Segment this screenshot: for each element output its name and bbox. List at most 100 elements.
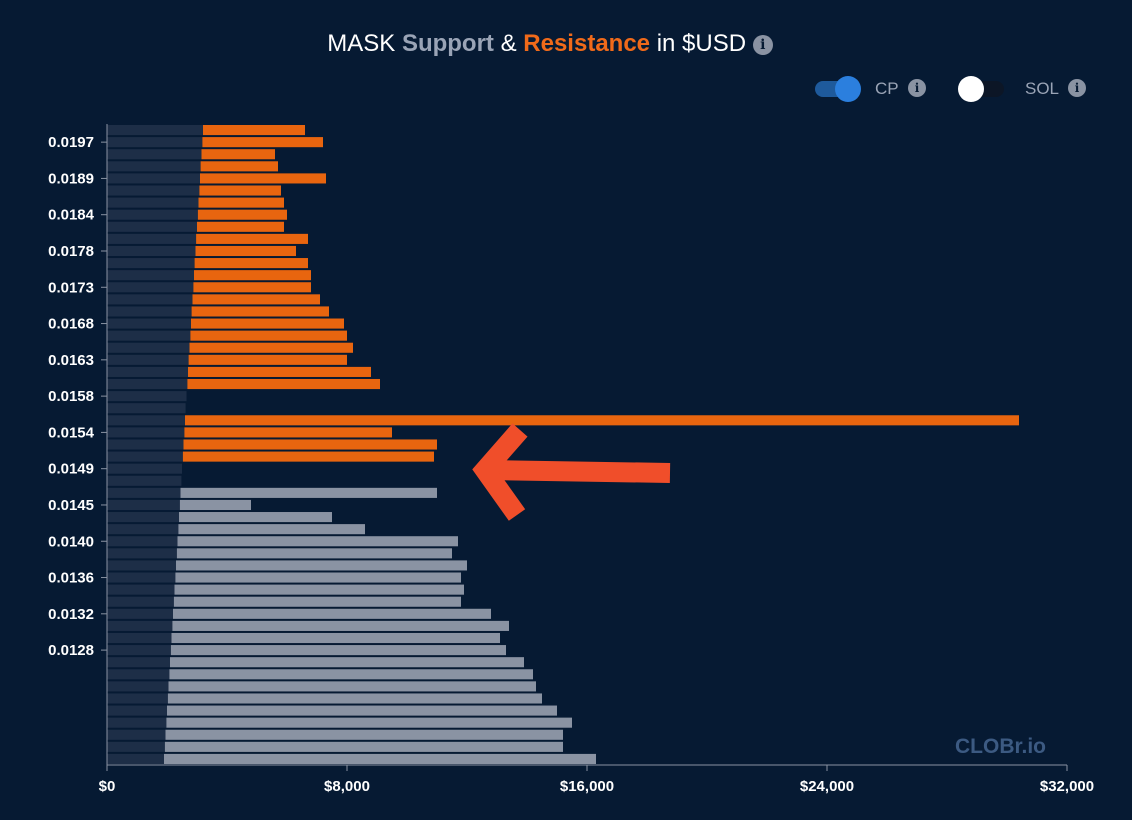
resistance-bar [200, 161, 278, 172]
y-axis-ticks: 0.0197 0.0189 0.0184 0.0178 0.0173 0.0168 0.01… [48, 134, 107, 659]
resistance-bar [203, 125, 305, 136]
resistance-bar [193, 282, 311, 293]
base-bar [107, 354, 189, 365]
base-bar [107, 391, 187, 402]
title-prefix: MASK [327, 30, 396, 57]
base-bar [107, 548, 177, 559]
base-bar [107, 245, 196, 257]
x-tick-label: $0 [99, 778, 116, 795]
resistance-bar [182, 451, 434, 462]
base-bar [107, 137, 203, 148]
base-bar [107, 499, 180, 511]
base-bar [107, 729, 166, 740]
cp-info-icon[interactable]: i [908, 79, 926, 97]
base-bar [107, 560, 176, 571]
annotation-arrow [472, 423, 671, 521]
support-bar [173, 596, 461, 607]
base-bar [107, 173, 200, 184]
base-bar [107, 233, 197, 244]
base-bar [107, 294, 193, 305]
base-bar [107, 512, 179, 523]
resistance-bar [188, 366, 371, 377]
base-bar [107, 475, 182, 486]
support-bar [170, 645, 506, 656]
support-bar [172, 620, 509, 631]
y-tick-label: 0.0197 [48, 134, 94, 151]
bars-group [107, 125, 1019, 764]
y-tick-label: 0.0149 [48, 461, 94, 478]
base-bar [107, 645, 171, 656]
base-bar [107, 536, 178, 547]
support-bar [170, 657, 524, 668]
cp-label: CP [875, 79, 899, 98]
arrow-head [472, 423, 528, 521]
support-bar [176, 548, 452, 559]
resistance-bar [197, 221, 284, 232]
chart-title: MASK Support & Resistance in $USD i [0, 30, 1100, 58]
base-bar [107, 669, 170, 680]
support-bar [178, 524, 365, 535]
resistance-bar [183, 439, 437, 450]
title-support: Support [401, 30, 494, 57]
title-amp: & [500, 30, 517, 57]
sol-info-icon[interactable]: i [1068, 79, 1086, 97]
base-bar [107, 209, 198, 220]
resistance-bar [194, 270, 311, 281]
resistance-bar [202, 137, 323, 148]
base-bar [107, 753, 164, 764]
support-bar [175, 572, 461, 583]
support-bar [177, 536, 458, 547]
y-tick-label: 0.0184 [48, 207, 95, 224]
sol-toggle-knob [958, 76, 984, 102]
resistance-bar [191, 306, 329, 317]
resistance-bar [199, 185, 281, 196]
resistance-bar [192, 294, 320, 305]
base-bar [107, 378, 188, 390]
resistance-bar [197, 209, 287, 220]
x-tick-label: $16,000 [560, 778, 614, 795]
y-tick-label: 0.0145 [48, 497, 94, 514]
support-bar [164, 741, 563, 752]
support-bar [171, 632, 500, 644]
arrow-shaft [484, 460, 671, 483]
x-tick-label: $8,000 [324, 778, 370, 795]
base-bar [107, 185, 200, 196]
support-bar [180, 487, 437, 498]
resistance-bar [185, 415, 1019, 426]
base-bar [107, 403, 186, 414]
watermark-logo: CLOBr.io [955, 735, 1047, 758]
title-resistance: Resistance [523, 30, 651, 57]
base-bar [107, 693, 168, 704]
base-bar [107, 427, 185, 438]
y-tick-label: 0.0140 [48, 533, 94, 550]
support-bar [168, 681, 536, 692]
resistance-bar [196, 233, 308, 244]
base-bar [107, 366, 188, 377]
base-bar [107, 487, 181, 498]
cp-toggle[interactable] [815, 76, 861, 102]
base-bar [107, 318, 191, 329]
title-info-icon[interactable]: i [752, 34, 773, 55]
resistance-bar [194, 258, 308, 269]
base-bar [107, 415, 185, 426]
sol-toggle[interactable] [958, 76, 1004, 102]
base-bar [107, 306, 192, 317]
resistance-bar [189, 342, 353, 353]
base-bar [107, 125, 203, 136]
resistance-bar [201, 149, 275, 160]
support-bar [179, 499, 251, 511]
y-tick-label: 0.0163 [48, 352, 94, 369]
base-bar [107, 584, 175, 595]
base-bar [107, 258, 195, 269]
base-bar [107, 572, 176, 583]
base-bar [107, 221, 197, 232]
resistance-bar [200, 173, 326, 184]
resistance-bar [191, 318, 344, 329]
resistance-bar [187, 378, 380, 390]
base-bar [107, 161, 201, 172]
base-bar [107, 149, 202, 160]
base-bar [107, 717, 167, 728]
sol-label: SOL [1025, 79, 1060, 98]
base-bar [107, 282, 194, 293]
y-tick-label: 0.0154 [48, 424, 95, 441]
